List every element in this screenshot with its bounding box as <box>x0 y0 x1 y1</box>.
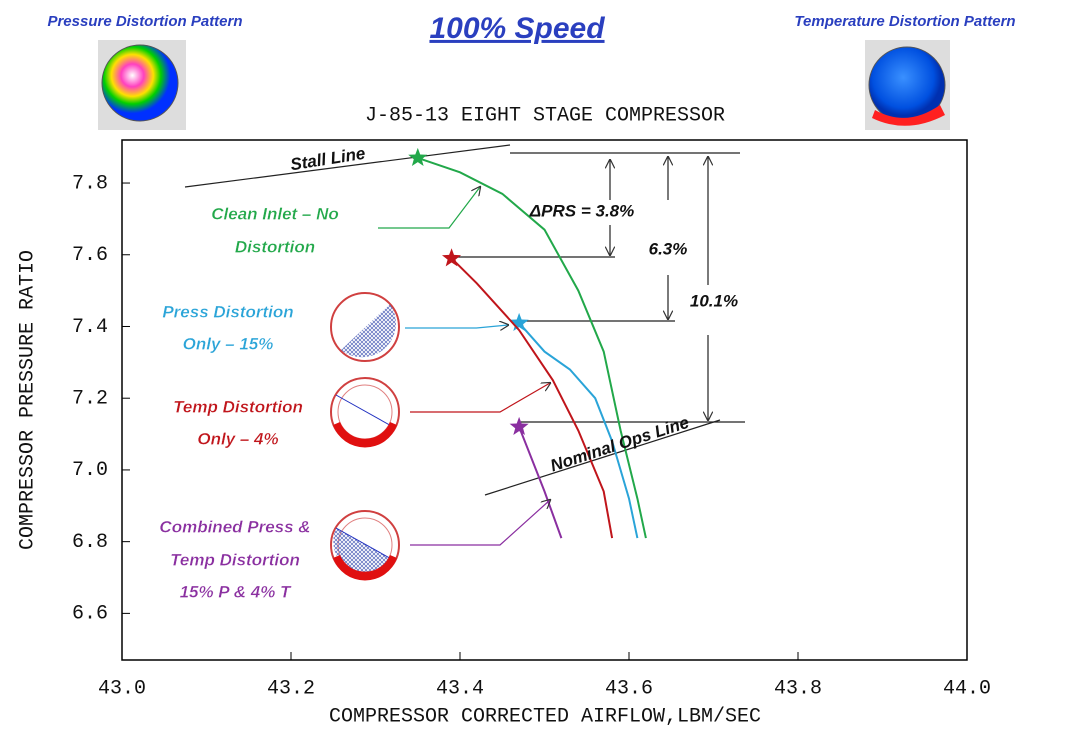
icons <box>331 293 399 581</box>
y-tick-label: 7.8 <box>72 172 108 195</box>
series-label: Temp Distortion <box>170 550 300 569</box>
y-tick-label: 7.0 <box>72 459 108 482</box>
series-label: Press Distortion <box>162 302 293 321</box>
header-left: Pressure Distortion Pattern <box>47 13 242 30</box>
annotation: 10.1% <box>690 291 738 310</box>
chart-title: J-85-13 EIGHT STAGE COMPRESSOR <box>365 104 725 127</box>
header-center: 100% Speed <box>429 12 605 45</box>
chart: Pressure Distortion Pattern 100% Speed T… <box>0 0 1070 726</box>
page: Pressure Distortion Pattern 100% Speed T… <box>0 0 1070 731</box>
y-tick-label: 7.4 <box>72 316 108 339</box>
y-tick-label: 6.8 <box>72 531 108 554</box>
series-label: Temp Distortion <box>173 397 303 416</box>
annotation: 6.3% <box>649 239 688 258</box>
series-label: Combined Press & <box>159 517 310 536</box>
series-label: 15% P & 4% T <box>180 582 292 601</box>
series-line <box>452 258 612 538</box>
pointer-arrow <box>410 383 550 412</box>
x-tick-label: 43.0 <box>98 677 146 700</box>
marker-star <box>408 148 427 166</box>
x-tick-label: 43.6 <box>605 677 653 700</box>
pressure-pattern <box>102 45 178 121</box>
y-tick-label: 7.2 <box>72 387 108 410</box>
y-axis-label: COMPRESSOR PRESSURE RATIO <box>16 250 39 550</box>
pointer-arrow <box>405 325 508 328</box>
x-tick-label: 43.4 <box>436 677 484 700</box>
x-axis-label: COMPRESSOR CORRECTED AIRFLOW,LBM/SEC <box>329 705 761 726</box>
x-tick-label: 43.8 <box>774 677 822 700</box>
marker-star <box>510 417 529 435</box>
x-tick-label: 43.2 <box>267 677 315 700</box>
series-label: Distortion <box>235 237 315 256</box>
x-tick-label: 44.0 <box>943 677 991 700</box>
y-tick-label: 6.6 <box>72 603 108 626</box>
pointer-arrow <box>378 187 480 228</box>
series-label: Only – 4% <box>197 429 278 448</box>
annotation: ΔPRS = 3.8% <box>529 201 635 220</box>
annotation: Stall Line <box>289 144 367 175</box>
header-right: Temperature Distortion Pattern <box>794 13 1015 30</box>
series-label: Only – 15% <box>183 334 274 353</box>
y-tick-label: 7.6 <box>72 244 108 267</box>
pointer-arrow <box>410 500 550 545</box>
series-label: Clean Inlet – No <box>211 204 339 223</box>
